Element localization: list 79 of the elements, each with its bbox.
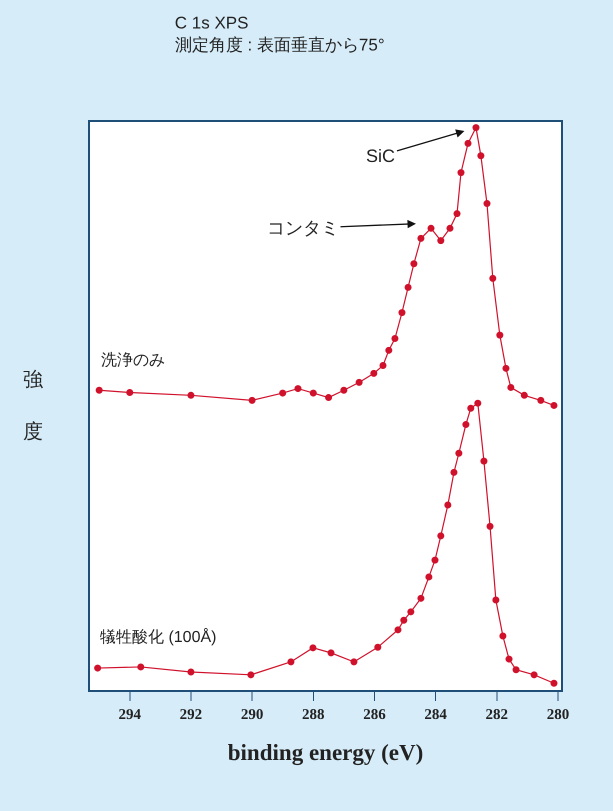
x-tick-label: 286 (363, 707, 386, 723)
annotation: コンタミ (267, 218, 339, 238)
point (507, 384, 514, 391)
point (309, 644, 316, 652)
point (374, 644, 382, 651)
point (310, 390, 317, 397)
point (400, 616, 408, 624)
point (385, 346, 392, 354)
point (455, 450, 462, 457)
point (506, 656, 513, 663)
x-tick-label: 282 (486, 707, 508, 723)
point (530, 671, 538, 678)
point (328, 649, 335, 656)
point (550, 402, 558, 409)
point (279, 390, 286, 397)
point (287, 658, 294, 666)
x-tick-label: 284 (424, 707, 448, 723)
text: 強度 (23, 369, 43, 443)
point (350, 658, 358, 666)
point (474, 400, 482, 407)
point (467, 404, 474, 412)
point (489, 274, 496, 282)
point (454, 210, 461, 218)
x-tick-label: 290 (240, 707, 264, 723)
x-axis-title: binding energy (eV) (228, 740, 424, 766)
point (248, 396, 256, 404)
point (496, 332, 504, 339)
point (137, 663, 144, 670)
annotation: SiC (366, 146, 396, 166)
point (492, 596, 500, 604)
series-label: 洗浄のみ (101, 351, 165, 369)
point (444, 501, 452, 508)
x-tick-label: 292 (180, 707, 202, 723)
point (391, 335, 398, 342)
point (520, 392, 528, 399)
point (404, 284, 412, 291)
point (499, 632, 506, 640)
point (417, 594, 424, 602)
point (480, 458, 488, 465)
point (410, 260, 418, 268)
point (483, 200, 490, 208)
point (431, 556, 438, 564)
point (187, 668, 194, 676)
point (437, 237, 444, 244)
point (394, 626, 402, 634)
point (464, 140, 472, 147)
point (398, 309, 406, 316)
x-tick-label: 288 (302, 707, 325, 723)
point (96, 386, 103, 394)
point (462, 421, 470, 428)
point (502, 364, 510, 372)
point (450, 468, 458, 476)
point (325, 394, 332, 402)
point (486, 522, 494, 530)
point (356, 378, 363, 386)
point (537, 396, 544, 404)
x-tick-label: 294 (118, 707, 142, 723)
point (407, 608, 414, 616)
point (428, 224, 435, 232)
point (512, 666, 520, 674)
point (472, 124, 480, 132)
point (550, 680, 558, 687)
point (425, 573, 432, 580)
point (247, 671, 254, 678)
point (94, 664, 102, 672)
x-tick-label: 280 (546, 707, 570, 723)
point (340, 386, 348, 394)
point (187, 392, 194, 399)
chart-title: C 1s XPS 測定角度 : 表面垂直から75° (174, 13, 385, 54)
point (446, 224, 454, 232)
point (126, 389, 134, 396)
point (380, 362, 386, 370)
point (294, 385, 302, 392)
point (417, 234, 424, 242)
point (457, 169, 464, 176)
series-label: 犠牲酸化 (100Å) (100, 628, 216, 646)
point (370, 370, 378, 377)
point (477, 152, 484, 160)
point (437, 532, 444, 540)
